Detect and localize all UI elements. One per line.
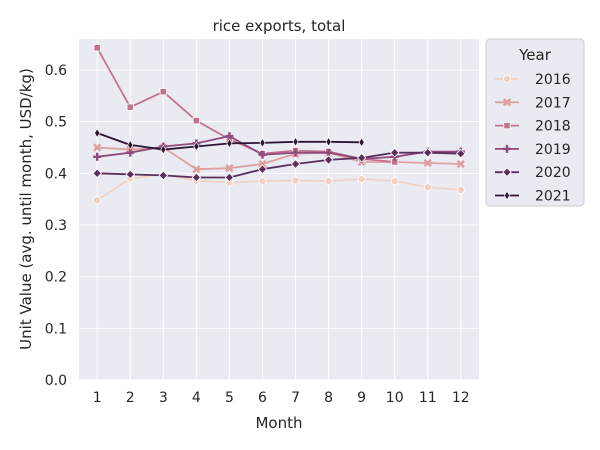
- legend-marker: [502, 167, 512, 177]
- x-axis-label: Month: [255, 414, 302, 432]
- data-point-2020: [456, 148, 466, 159]
- data-point-2016: [390, 177, 399, 186]
- x-tick-label: 2: [126, 390, 135, 406]
- x-tick-label: 4: [192, 390, 201, 406]
- data-point-2016: [93, 196, 102, 205]
- data-point-2017: [192, 165, 201, 174]
- data-point-2016: [357, 175, 366, 184]
- data-point-2021: [259, 138, 266, 148]
- data-point-2020: [191, 172, 202, 183]
- data-point-2020: [257, 164, 268, 174]
- legend-label: 2018: [535, 119, 571, 135]
- plot-area: [79, 39, 479, 380]
- legend: Year 2016 2017 2018 2019 2020 2021: [485, 38, 585, 207]
- legend-item-2019: 2019: [495, 142, 571, 158]
- legend-marker: [503, 144, 511, 153]
- x-tick-label: 5: [225, 390, 234, 406]
- series-2021: [94, 128, 365, 155]
- legend-label: 2020: [535, 165, 571, 181]
- series-line-2020: [97, 151, 461, 179]
- data-point-2017: [93, 143, 102, 152]
- data-point-2019: [291, 148, 300, 157]
- y-tick-label: 0.1: [45, 321, 67, 337]
- legend-marker: [503, 122, 511, 130]
- legend-marker: [502, 98, 512, 107]
- legend-items: 2016 2017 2018 2019 2020 2021: [495, 72, 571, 205]
- x-tick-label: 8: [324, 390, 333, 406]
- grid: [79, 39, 479, 381]
- legend-item-2017: 2017: [495, 95, 571, 111]
- ticks: 1 2 3 4 5 6 7 8 9 10 11 120.00.10.20.30.40.50.6: [45, 63, 470, 406]
- data-point-2020: [158, 170, 169, 181]
- legend-label: 2021: [535, 189, 571, 205]
- series-2020: [92, 147, 466, 183]
- data-point-2020: [356, 153, 367, 163]
- data-point-2018: [93, 44, 101, 52]
- legend-title: Year: [518, 46, 552, 64]
- data-point-2019: [258, 150, 267, 159]
- data-point-2019: [126, 148, 135, 157]
- x-tick-label: 1: [93, 390, 102, 406]
- data-point-2021: [127, 140, 134, 150]
- y-tick-label: 0.5: [45, 115, 67, 131]
- legend-marker: [502, 75, 511, 84]
- data-point-2020: [92, 168, 102, 179]
- series-line-2019: [97, 135, 461, 160]
- y-axis-label: Unit Value (avg. until month, USD/kg): [17, 68, 35, 350]
- data-point-2016: [423, 183, 432, 192]
- data-point-2020: [224, 172, 235, 183]
- data-point-2021: [325, 137, 332, 147]
- legend-label: 2019: [535, 142, 571, 158]
- data-point-2017: [423, 158, 432, 168]
- data-point-2018: [192, 117, 200, 125]
- legend-label: 2017: [535, 95, 571, 111]
- data-point-2016: [456, 185, 465, 194]
- data-point-2020: [422, 147, 433, 158]
- legend-item-2021: 2021: [495, 189, 571, 205]
- legend-label: 2016: [535, 72, 571, 88]
- data-point-2016: [291, 176, 300, 185]
- x-tick-label: 11: [419, 390, 437, 406]
- series-layer: [92, 44, 466, 205]
- data-point-2020: [290, 159, 301, 169]
- y-tick-label: 0.4: [45, 166, 67, 182]
- data-point-2021: [160, 144, 167, 155]
- data-point-2018: [159, 88, 167, 96]
- data-point-2021: [94, 128, 101, 138]
- data-point-2021: [292, 137, 299, 147]
- data-point-2019: [93, 152, 102, 161]
- data-point-2017: [225, 164, 234, 173]
- legend-item-2020: 2020: [495, 165, 571, 181]
- data-point-2020: [389, 147, 400, 158]
- y-tick-label: 0.2: [45, 270, 67, 286]
- data-point-2020: [323, 155, 334, 165]
- y-tick-label: 0.3: [45, 218, 67, 234]
- data-point-2018: [126, 103, 134, 111]
- data-point-2017: [456, 159, 465, 169]
- data-point-2017: [258, 159, 267, 169]
- x-tick-label: 7: [291, 390, 300, 406]
- x-tick-label: 6: [258, 390, 267, 406]
- legend-item-2018: 2018: [495, 119, 571, 135]
- y-tick-label: 0.6: [45, 63, 67, 79]
- data-point-2016: [324, 177, 333, 186]
- data-point-2021: [193, 141, 200, 152]
- legend-marker: [504, 190, 510, 201]
- legend-item-2016: 2016: [495, 72, 571, 88]
- data-point-2016: [258, 177, 267, 186]
- data-point-2020: [125, 169, 136, 180]
- x-tick-label: 9: [357, 390, 366, 406]
- data-point-2021: [358, 137, 365, 148]
- series-2016: [93, 170, 465, 205]
- x-tick-label: 12: [452, 390, 470, 406]
- y-tick-label: 0.0: [45, 373, 67, 389]
- chart-title: rice exports, total: [213, 17, 346, 35]
- x-tick-label: 10: [386, 390, 404, 406]
- x-tick-label: 3: [159, 390, 168, 406]
- data-point-2021: [226, 138, 233, 149]
